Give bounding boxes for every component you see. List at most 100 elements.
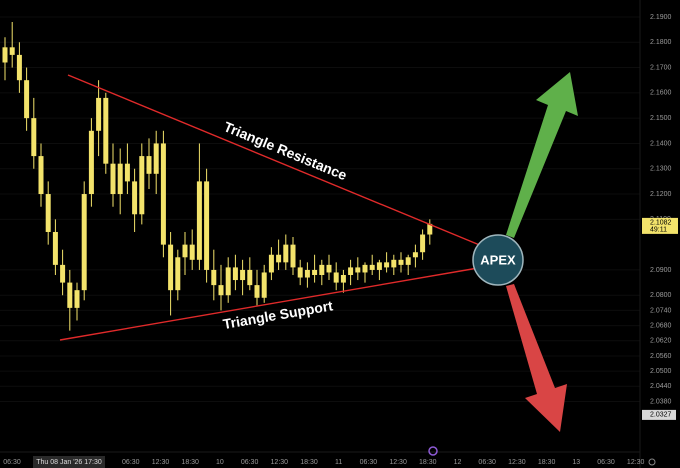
candle-body [297, 267, 303, 278]
x-tick-label: 10 [216, 459, 224, 466]
logo-icon[interactable] [428, 446, 438, 456]
candle-body [218, 285, 224, 296]
candle-body [9, 47, 15, 55]
candle-body [427, 223, 433, 235]
y-tick-label: 2.1400 [650, 140, 672, 147]
candle-body [16, 54, 22, 81]
candle-body [247, 269, 253, 286]
x-tick-label: 18:30 [538, 459, 556, 466]
candle-body [304, 269, 310, 278]
candle-body [254, 285, 260, 298]
candle-body [67, 282, 73, 308]
y-tick-label: 2.0740 [650, 307, 672, 314]
candle-body [132, 181, 138, 215]
y-tick-label: 2.0560 [650, 353, 672, 360]
apex-circle [472, 234, 524, 286]
candle-body [88, 130, 94, 195]
low-label: 2.0327 [650, 412, 672, 419]
candle-body [412, 252, 418, 258]
candle-body [240, 269, 246, 281]
candle-body [74, 290, 80, 308]
x-tick-label: 06:30 [597, 459, 615, 466]
x-tick-label: 06:30 [241, 459, 259, 466]
resistance-line [67, 74, 483, 247]
candle-body [175, 257, 181, 291]
x-tick-label: 18:30 [419, 459, 437, 466]
countdown-label: 49:11 [650, 227, 667, 234]
candle-body [276, 254, 282, 263]
x-tick-label: 18:30 [300, 459, 318, 466]
support-line [59, 267, 479, 341]
y-tick-label: 2.0620 [650, 338, 672, 345]
price-box [642, 217, 678, 234]
candle-body [110, 163, 116, 195]
candle-body [283, 244, 289, 263]
y-tick-label: 2.1300 [650, 166, 672, 173]
crosshair-box [33, 456, 105, 468]
y-tick-label: 2.0440 [650, 383, 672, 390]
candle-body [261, 272, 267, 298]
candle-body [204, 181, 210, 270]
candle-body [312, 269, 318, 275]
candle-body [139, 156, 145, 215]
candle-body [117, 163, 123, 195]
price-label: 2.1082 [650, 220, 672, 227]
candle-body [225, 267, 231, 296]
candle-body [189, 244, 195, 260]
y-tick-label: 2.1900 [650, 14, 672, 21]
candle-body [153, 143, 159, 174]
x-tick-label: 13 [572, 459, 580, 466]
candle-body [196, 181, 202, 260]
x-tick-label: 18:30 [181, 459, 199, 466]
candle-body [333, 272, 339, 283]
candle-body [31, 118, 37, 157]
candle-body [45, 194, 51, 232]
candle-body [398, 259, 404, 265]
candle-body [369, 264, 375, 270]
settings-icon[interactable] [648, 458, 656, 466]
candle-body [2, 47, 8, 63]
candle-body [391, 259, 397, 268]
candle-body [146, 156, 152, 174]
candle-body [290, 244, 296, 268]
candle-body [340, 274, 346, 283]
candle-body [96, 97, 102, 131]
apex-label: APEX [480, 252, 516, 267]
x-tick-label: 12:30 [389, 459, 407, 466]
x-tick-label: 12:30 [508, 459, 526, 466]
candle-body [160, 143, 166, 245]
y-tick-label: 2.1800 [650, 39, 672, 46]
x-tick-label: 06:30 [122, 459, 140, 466]
x-tick-label: 06:30 [478, 459, 496, 466]
candle-body [326, 264, 332, 273]
candle-body [405, 257, 411, 265]
up-arrow [506, 72, 578, 238]
candle-body [319, 264, 325, 275]
y-tick-label: 2.0900 [650, 267, 672, 274]
y-tick-label: 2.0800 [650, 292, 672, 299]
candle-body [38, 156, 44, 195]
candle-body [376, 262, 382, 270]
x-tick-label: 12:30 [627, 459, 645, 466]
x-tick-label: 06:30 [360, 459, 378, 466]
crosshair-label: Thu 08 Jan '26 17:30 [36, 459, 102, 466]
candle-body [52, 231, 58, 265]
down-arrow [506, 284, 567, 432]
low-box [642, 409, 676, 420]
candle-body [124, 163, 130, 182]
y-tick-label: 2.1600 [650, 90, 672, 97]
y-tick-label: 2.1700 [650, 64, 672, 71]
y-tick-label: 2.1500 [650, 115, 672, 122]
x-tick-label: 12:30 [271, 459, 289, 466]
y-tick-label: 2.1200 [650, 191, 672, 198]
candle-body [211, 269, 217, 286]
candle-body [348, 267, 354, 275]
candle-body [24, 80, 30, 119]
y-tick-label: 2.0680 [650, 322, 672, 329]
candle-body [103, 97, 109, 164]
candle-body [60, 264, 66, 283]
x-tick-label: 12 [454, 459, 462, 466]
candle-body [168, 244, 174, 291]
candle-body [182, 244, 188, 258]
